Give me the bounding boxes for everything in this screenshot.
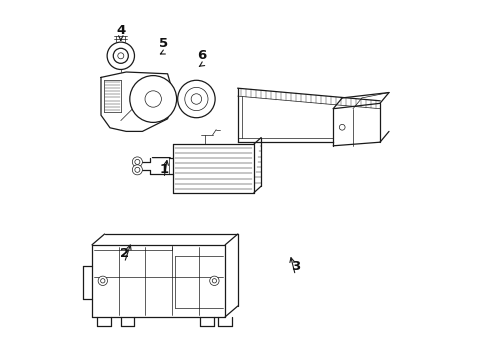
Circle shape [185,87,208,111]
Circle shape [178,80,215,118]
Text: 1: 1 [159,163,169,176]
Circle shape [191,94,202,104]
Circle shape [212,279,217,283]
Circle shape [210,276,219,285]
Circle shape [145,91,161,107]
Circle shape [98,276,107,285]
Circle shape [107,42,134,69]
Text: 6: 6 [197,49,206,62]
Text: 2: 2 [120,247,129,260]
Circle shape [100,279,105,283]
Circle shape [132,165,143,175]
Circle shape [135,167,140,172]
Circle shape [113,48,128,63]
Text: 5: 5 [159,37,169,50]
Circle shape [118,53,124,59]
Circle shape [130,76,176,122]
Circle shape [135,159,140,165]
Text: 4: 4 [116,24,125,37]
Circle shape [339,125,345,130]
Text: 3: 3 [291,260,300,273]
Circle shape [132,157,143,167]
